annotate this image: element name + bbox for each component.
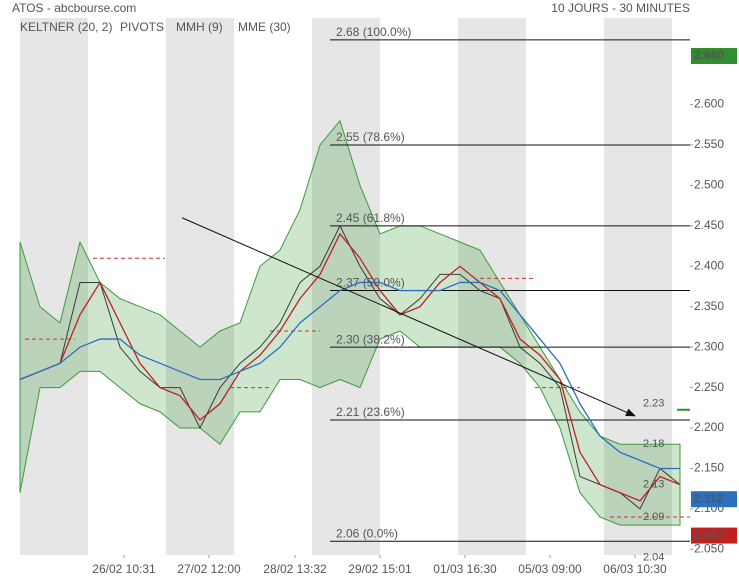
price-tag — [691, 48, 737, 65]
price-tag — [691, 491, 737, 508]
price-tag-label: 2.067 — [694, 528, 724, 542]
y-tick-label: 2.500 — [694, 178, 724, 192]
price-tag-label: 2.660 — [694, 48, 724, 62]
day-shading — [20, 18, 672, 555]
annotation: 2.13 — [643, 479, 664, 491]
fib-label: 2.55 (78.6%) — [336, 130, 405, 144]
legend-entry: MMH (9) — [176, 20, 223, 34]
fib-label: 2.06 (0.0%) — [336, 526, 398, 540]
y-tick-label: 2.200 — [694, 420, 724, 434]
y-tick-label: 2.400 — [694, 258, 724, 272]
day-band — [20, 18, 88, 555]
x-tick-label: 29/02 15:01 — [348, 562, 412, 576]
day-band — [604, 18, 672, 555]
legend-entry: KELTNER (20, 2) — [20, 20, 112, 34]
day-band — [312, 18, 380, 555]
chart-subtitle: 10 JOURS - 30 MINUTES — [551, 1, 690, 15]
y-tick-label: 2.600 — [694, 97, 724, 111]
day-band — [166, 18, 234, 555]
y-tick-label: 2.550 — [694, 137, 724, 151]
fib-label: 2.21 (23.6%) — [336, 405, 405, 419]
price-tag-label: 2.112 — [694, 491, 724, 505]
keltner-band — [19, 119, 681, 526]
fib-label: 2.45 (61.8%) — [336, 211, 405, 225]
x-tick-label: 26/02 10:31 — [92, 562, 156, 576]
x-tick-label: 01/03 16:30 — [433, 562, 497, 576]
trendline — [181, 217, 636, 417]
annotation: 2.04 — [643, 551, 664, 563]
chart-title: ATOS - abcbourse.com — [12, 1, 136, 15]
day-band — [458, 18, 526, 555]
annotation: 2.09 — [643, 511, 664, 523]
x-tick-label: 06/03 10:30 — [603, 562, 667, 576]
indicator-line — [19, 232, 681, 502]
fib-label: 2.68 (100.0%) — [336, 25, 411, 39]
y-tick-label: 2.050 — [694, 542, 724, 556]
y-tick-label: 2.350 — [694, 299, 724, 313]
fib-label: 2.30 (38.2%) — [336, 332, 405, 346]
legend-entry: MME (30) — [238, 20, 291, 34]
x-tick-label: 28/02 13:32 — [263, 562, 327, 576]
legend-entry: PIVOTS — [120, 20, 164, 34]
annotation: 2.23 — [643, 398, 664, 410]
x-tick-label: 27/02 12:00 — [177, 562, 241, 576]
y-tick-label: 2.450 — [694, 218, 724, 232]
y-tick-label: 2.300 — [694, 339, 724, 353]
y-tick-label: 2.250 — [694, 380, 724, 394]
x-tick-label: 05/03 09:00 — [518, 562, 582, 576]
y-tick-label: 2.150 — [694, 461, 724, 475]
price-tag — [691, 527, 737, 544]
annotation: 2.18 — [643, 438, 664, 450]
indicator-line — [19, 281, 680, 470]
